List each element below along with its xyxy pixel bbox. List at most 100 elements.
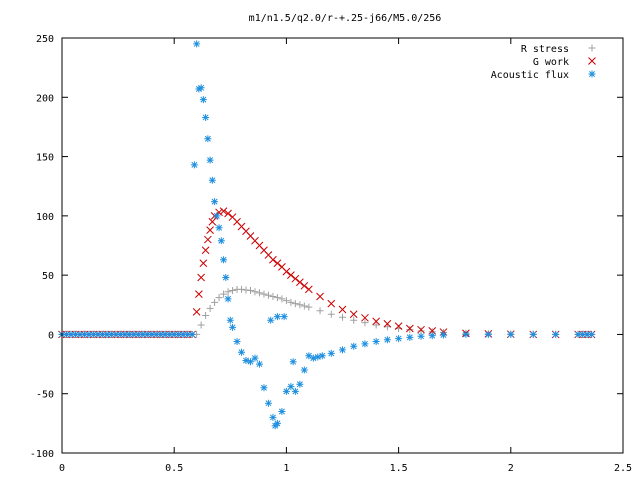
data-point	[350, 342, 358, 350]
data-point	[226, 316, 234, 324]
data-point	[300, 366, 308, 374]
data-point	[296, 301, 304, 309]
x-tick-label: 1	[283, 463, 289, 474]
data-point	[406, 333, 414, 341]
data-point	[439, 331, 447, 339]
data-point	[206, 156, 214, 164]
legend-marker	[588, 57, 596, 65]
data-point	[204, 135, 212, 143]
y-tick-label: 250	[36, 34, 54, 45]
data-point	[152, 330, 160, 338]
data-point	[80, 330, 88, 338]
data-point	[428, 332, 436, 340]
data-point	[71, 330, 79, 338]
data-point	[161, 330, 169, 338]
axis-ticks: 0 0.5 1 1.5 2 2.5 -100 -50 0 50 100 150 200 250	[30, 34, 632, 474]
data-point	[184, 330, 192, 338]
data-point	[224, 295, 232, 303]
data-point	[269, 255, 277, 264]
data-point	[269, 413, 277, 421]
data-point	[107, 330, 115, 338]
data-point	[273, 259, 282, 268]
x-tick-label: 2.5	[614, 463, 632, 474]
data-point	[208, 217, 217, 226]
plot-frame	[61, 37, 624, 454]
data-point	[417, 325, 425, 334]
data-point	[260, 384, 268, 392]
data-point	[246, 287, 254, 295]
data-point	[300, 302, 308, 310]
data-point	[190, 161, 198, 169]
data-point	[406, 326, 414, 334]
data-point	[588, 330, 596, 338]
legend-label: Acoustic flux	[491, 70, 569, 81]
data-point	[224, 288, 232, 296]
data-point	[327, 310, 335, 318]
data-point	[273, 313, 281, 321]
data-point	[291, 274, 300, 283]
data-point	[206, 226, 214, 234]
data-point	[251, 354, 259, 362]
data-point	[282, 387, 290, 395]
data-point	[157, 330, 165, 338]
data-point	[264, 399, 272, 407]
y-tick-label: -50	[36, 390, 54, 401]
data-point	[199, 259, 208, 268]
data-point	[202, 311, 210, 319]
data-point	[300, 281, 309, 290]
data-point	[318, 352, 326, 360]
data-point	[394, 322, 403, 330]
y-tick-label: 150	[36, 153, 54, 164]
data-point	[98, 330, 106, 338]
y-tick-label: -100	[30, 449, 54, 460]
data-point	[255, 360, 263, 368]
data-point	[289, 358, 297, 366]
series-acoustic-flux	[58, 40, 596, 430]
data-point	[197, 321, 205, 329]
data-point	[269, 292, 277, 300]
data-point	[383, 336, 391, 344]
data-point	[195, 85, 203, 93]
data-point	[134, 330, 142, 338]
data-point	[280, 313, 288, 321]
data-point	[579, 330, 587, 338]
x-tick-label: 2	[508, 463, 514, 474]
legend-label: R stress	[521, 44, 569, 55]
data-point	[278, 295, 286, 303]
data-point	[170, 330, 178, 338]
y-tick-label: 100	[36, 212, 54, 223]
data-point	[94, 330, 102, 338]
data-point	[211, 298, 219, 306]
data-point	[304, 285, 313, 294]
data-point	[339, 346, 346, 354]
data-point	[484, 330, 492, 338]
data-point	[215, 294, 223, 302]
data-point	[224, 209, 232, 218]
data-point	[583, 330, 591, 338]
data-point	[372, 321, 380, 329]
data-point	[309, 354, 317, 362]
data-point	[507, 330, 515, 338]
data-point	[130, 330, 138, 338]
data-point	[213, 212, 221, 220]
data-point	[139, 330, 147, 338]
data-point	[349, 310, 358, 319]
data-point	[121, 330, 129, 338]
data-point	[273, 294, 281, 302]
data-point	[242, 357, 250, 365]
data-point	[179, 330, 187, 338]
data-point	[202, 113, 210, 121]
data-point	[278, 408, 286, 415]
data-point	[372, 338, 380, 346]
x-tick-label: 1.5	[390, 463, 408, 474]
y-tick-label: 0	[48, 330, 54, 341]
data-point	[215, 224, 223, 232]
data-point	[103, 330, 111, 338]
data-point	[116, 330, 124, 338]
data-point	[229, 323, 237, 331]
data-point	[361, 340, 369, 348]
data-point	[316, 292, 324, 301]
data-point	[296, 380, 304, 388]
data-point	[552, 330, 560, 338]
